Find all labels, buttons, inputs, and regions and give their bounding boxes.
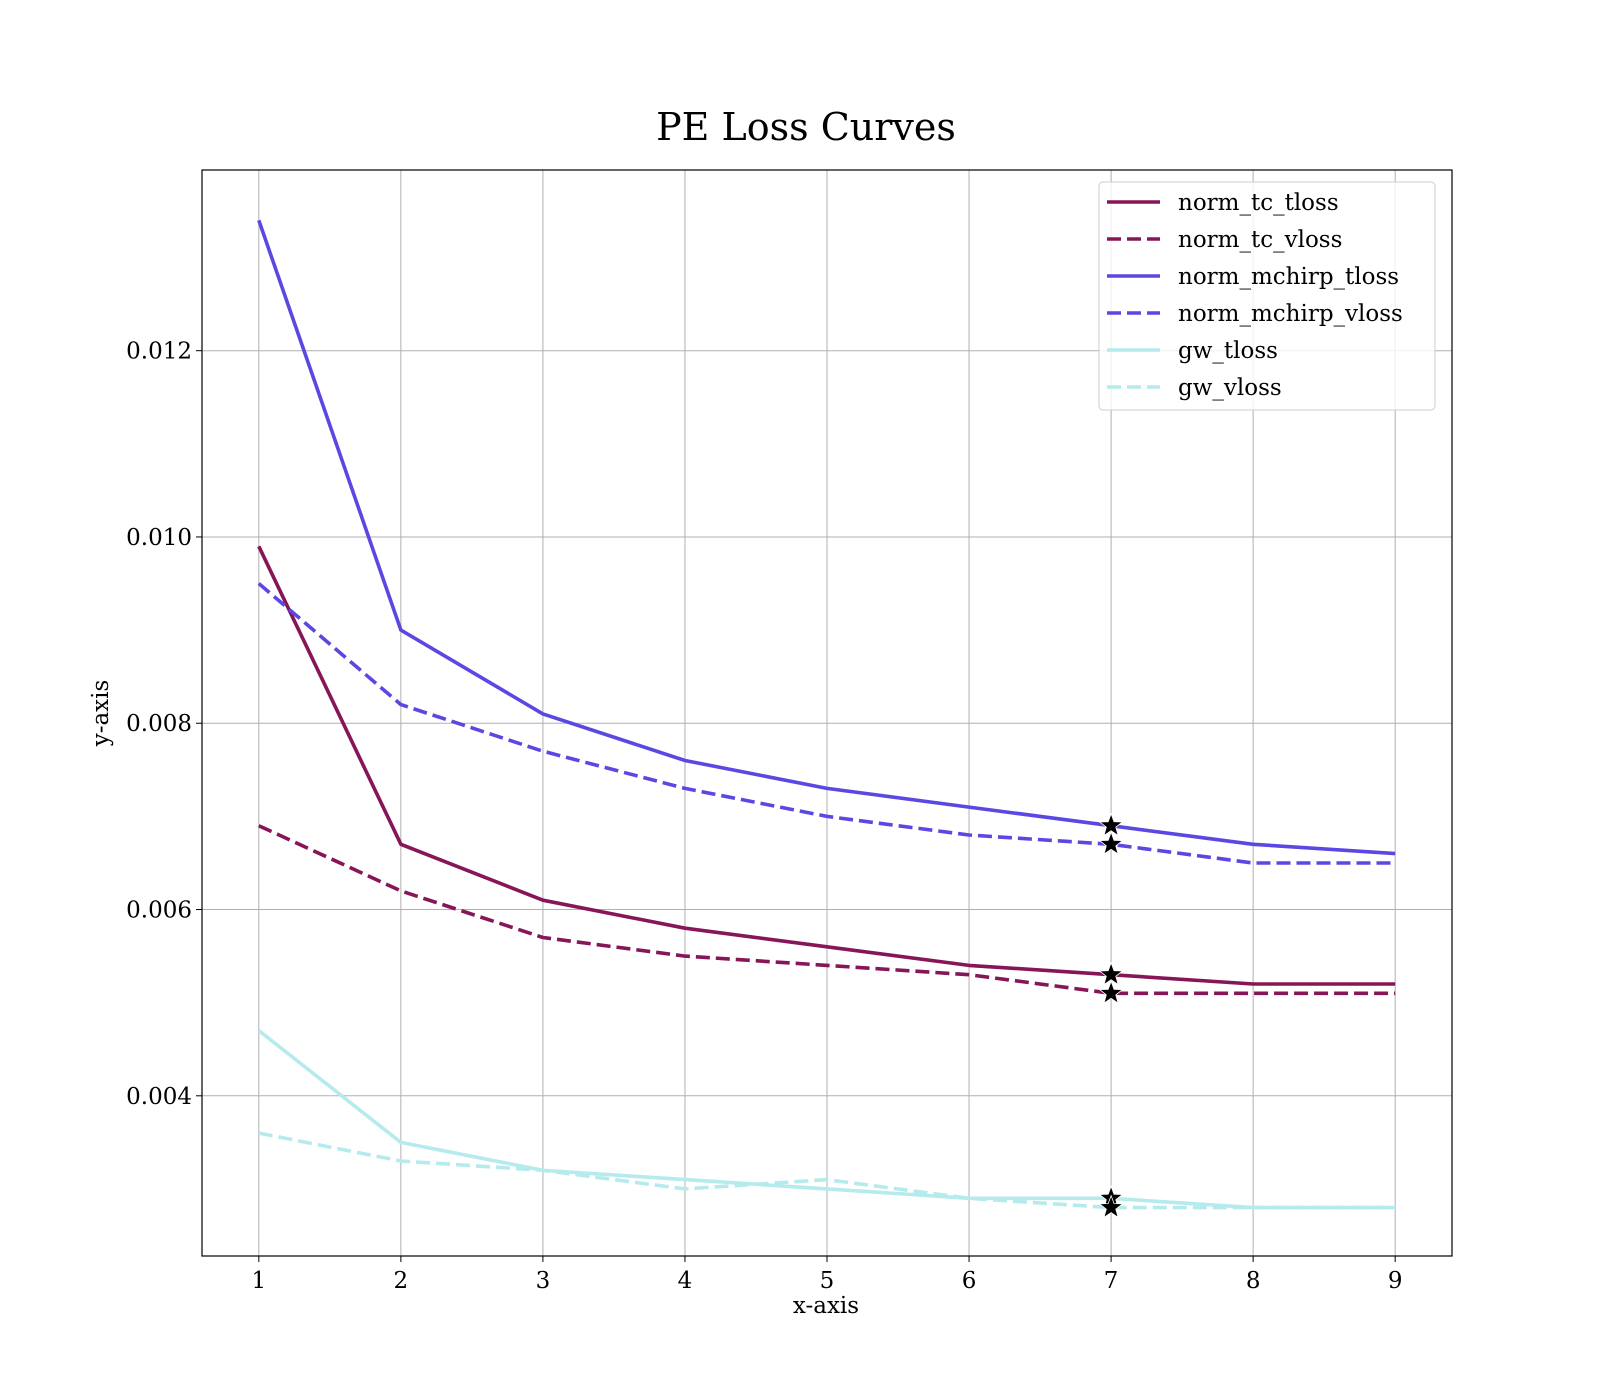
x-tick-label: 1 [251,1268,266,1294]
star-marker-norm_mchirp_vloss [1098,831,1124,855]
x-tick-label: 9 [1388,1268,1403,1294]
legend-label-gw_vloss: gw_vloss [1178,375,1282,401]
star-marker-norm_mchirp_tloss [1098,812,1124,837]
legend-label-norm_mchirp_tloss: norm_mchirp_tloss [1178,264,1399,290]
x-tick-label: 6 [962,1268,977,1294]
legend-label-norm_tc_vloss: norm_tc_vloss [1178,227,1342,253]
legend-label-gw_tloss: gw_tloss [1178,338,1278,364]
chart-title: PE Loss Curves [656,105,956,149]
star-markers [1098,812,1124,1219]
series-lines [257,219,1396,1210]
y-tick-label: 0.008 [126,711,192,737]
x-ticks: 1 2 3 4 5 6 7 8 9 [251,1256,1403,1294]
y-tick-label: 0.012 [126,339,192,365]
y-tick-label: 0.006 [126,898,192,924]
series-line-norm_tc_vloss [258,824,1396,996]
legend-box [1098,181,1436,411]
series-line-norm_mchirp_tloss [257,219,1396,856]
y-axis-label: y-axis [88,680,114,748]
x-tick-label: 7 [1104,1268,1119,1294]
legend: norm_tc_tloss norm_tc_vloss norm_mchirp_tl… [1098,181,1436,411]
legend-label-norm_mchirp_vloss: norm_mchirp_vloss [1178,301,1403,327]
series-line-gw_tloss [257,1029,1396,1210]
x-tick-label: 4 [678,1268,693,1294]
x-tick-label: 8 [1246,1268,1261,1294]
star-marker-norm_tc_vloss [1098,980,1124,1005]
star-marker-gw_vloss [1098,1194,1124,1219]
x-tick-label: 2 [394,1268,409,1294]
series-line-norm_mchirp_vloss [257,582,1396,865]
star-marker-norm_tc_tloss [1098,961,1124,986]
y-tick-label: 0.010 [126,525,192,551]
series-line-norm_tc_tloss [257,545,1396,986]
x-tick-label: 5 [820,1268,835,1294]
legend-label-norm_tc_tloss: norm_tc_tloss [1178,190,1339,216]
x-axis-label: x-axis [793,1293,859,1319]
x-tick-label: 3 [536,1268,551,1294]
series-line-gw_vloss [258,1131,1396,1210]
y-ticks: 0.004 0.006 0.008 0.010 0.012 [126,339,202,1110]
y-tick-label: 0.004 [126,1084,192,1110]
